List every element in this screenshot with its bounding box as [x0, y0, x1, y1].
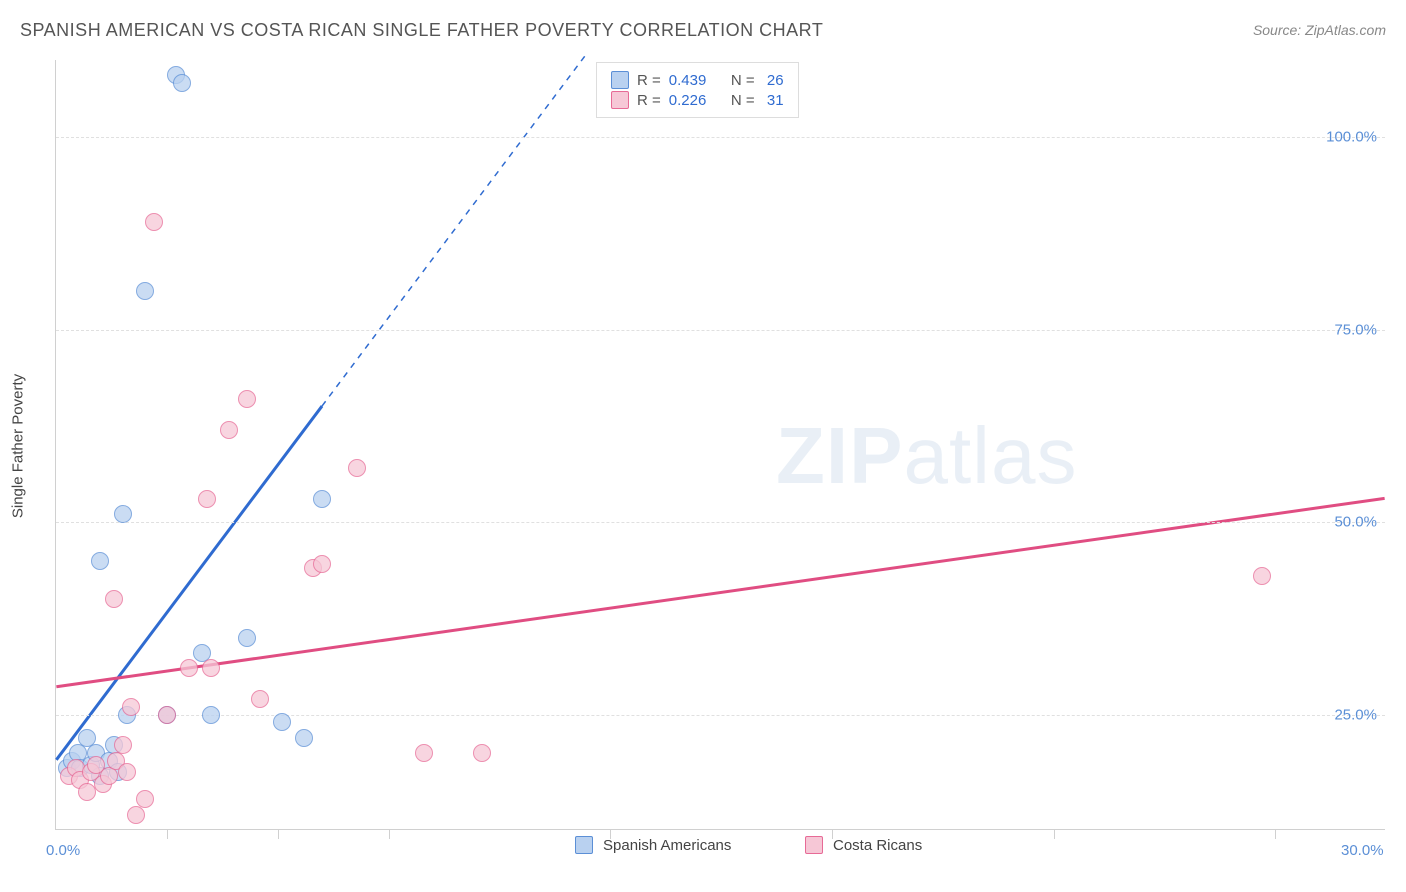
costa-point: [105, 590, 123, 608]
legend-n-label: N =: [727, 72, 755, 89]
costa-point: [180, 659, 198, 677]
x-tick: [389, 829, 390, 839]
legend-r-value: 0.439: [669, 72, 719, 89]
legend-series-label: Costa Ricans: [833, 837, 922, 854]
legend-swatch: [611, 91, 629, 109]
source-credit: Source: ZipAtlas.com: [1253, 22, 1386, 38]
spanish-point: [136, 282, 154, 300]
spanish-point: [173, 74, 191, 92]
x-tick: [1275, 829, 1276, 839]
spanish-point: [313, 490, 331, 508]
legend-stat-row: R = 0.226 N = 31: [611, 91, 784, 109]
spanish-point: [273, 713, 291, 731]
legend-swatch: [575, 836, 593, 854]
y-tick-label: 50.0%: [1334, 514, 1377, 531]
x-tick-label: 30.0%: [1341, 842, 1384, 859]
chart-title: SPANISH AMERICAN VS COSTA RICAN SINGLE F…: [20, 20, 823, 41]
legend-n-value: 31: [763, 92, 784, 109]
watermark-atlas: atlas: [903, 411, 1077, 500]
costa-trend-line: [56, 498, 1384, 686]
legend-series-entry: Costa Ricans: [805, 836, 922, 854]
costa-point: [473, 744, 491, 762]
y-tick-label: 25.0%: [1334, 706, 1377, 723]
spanish-point: [295, 729, 313, 747]
legend-r-label: R =: [637, 92, 661, 109]
legend-r-label: R =: [637, 72, 661, 89]
legend-swatch: [611, 71, 629, 89]
costa-point: [198, 490, 216, 508]
costa-point: [127, 806, 145, 824]
legend-n-label: N =: [727, 92, 755, 109]
x-tick-label: 0.0%: [46, 842, 80, 859]
costa-point: [202, 659, 220, 677]
costa-point: [251, 690, 269, 708]
legend-r-value: 0.226: [669, 92, 719, 109]
costa-point: [145, 213, 163, 231]
costa-point: [158, 706, 176, 724]
legend-stat-row: R = 0.439 N = 26: [611, 71, 784, 89]
spanish-point: [202, 706, 220, 724]
costa-point: [415, 744, 433, 762]
x-tick: [278, 829, 279, 839]
grid-line: [56, 330, 1385, 331]
costa-point: [114, 736, 132, 754]
spanish-point: [114, 505, 132, 523]
plot-area: ZIPatlas R =0.439 N = 26R =0.226 N = 31 …: [55, 60, 1385, 830]
spanish-trend-line: [56, 406, 322, 760]
grid-line: [56, 137, 1385, 138]
legend-series-label: Spanish Americans: [603, 837, 731, 854]
x-tick: [1054, 829, 1055, 839]
y-tick-label: 100.0%: [1326, 129, 1377, 146]
costa-point: [238, 390, 256, 408]
legend-correlation-box: R = 0.439 N = 26 R = 0.226 N = 31: [596, 62, 799, 118]
y-axis-label: Single Father Poverty: [10, 374, 27, 518]
spanish-point: [91, 552, 109, 570]
legend-swatch: [805, 836, 823, 854]
legend-n-value: 26: [763, 72, 784, 89]
spanish-trend-line-dashed: [322, 52, 588, 406]
costa-point: [118, 763, 136, 781]
costa-point: [100, 767, 118, 785]
watermark: ZIPatlas: [776, 410, 1077, 502]
costa-point: [348, 459, 366, 477]
y-tick-label: 75.0%: [1334, 321, 1377, 338]
spanish-point: [238, 629, 256, 647]
x-tick: [167, 829, 168, 839]
costa-point: [220, 421, 238, 439]
costa-point: [122, 698, 140, 716]
costa-point: [313, 555, 331, 573]
grid-line: [56, 522, 1385, 523]
watermark-zip: ZIP: [776, 411, 903, 500]
costa-point: [136, 790, 154, 808]
costa-point: [1253, 567, 1271, 585]
grid-line: [56, 715, 1385, 716]
legend-series-entry: Spanish Americans: [575, 836, 731, 854]
